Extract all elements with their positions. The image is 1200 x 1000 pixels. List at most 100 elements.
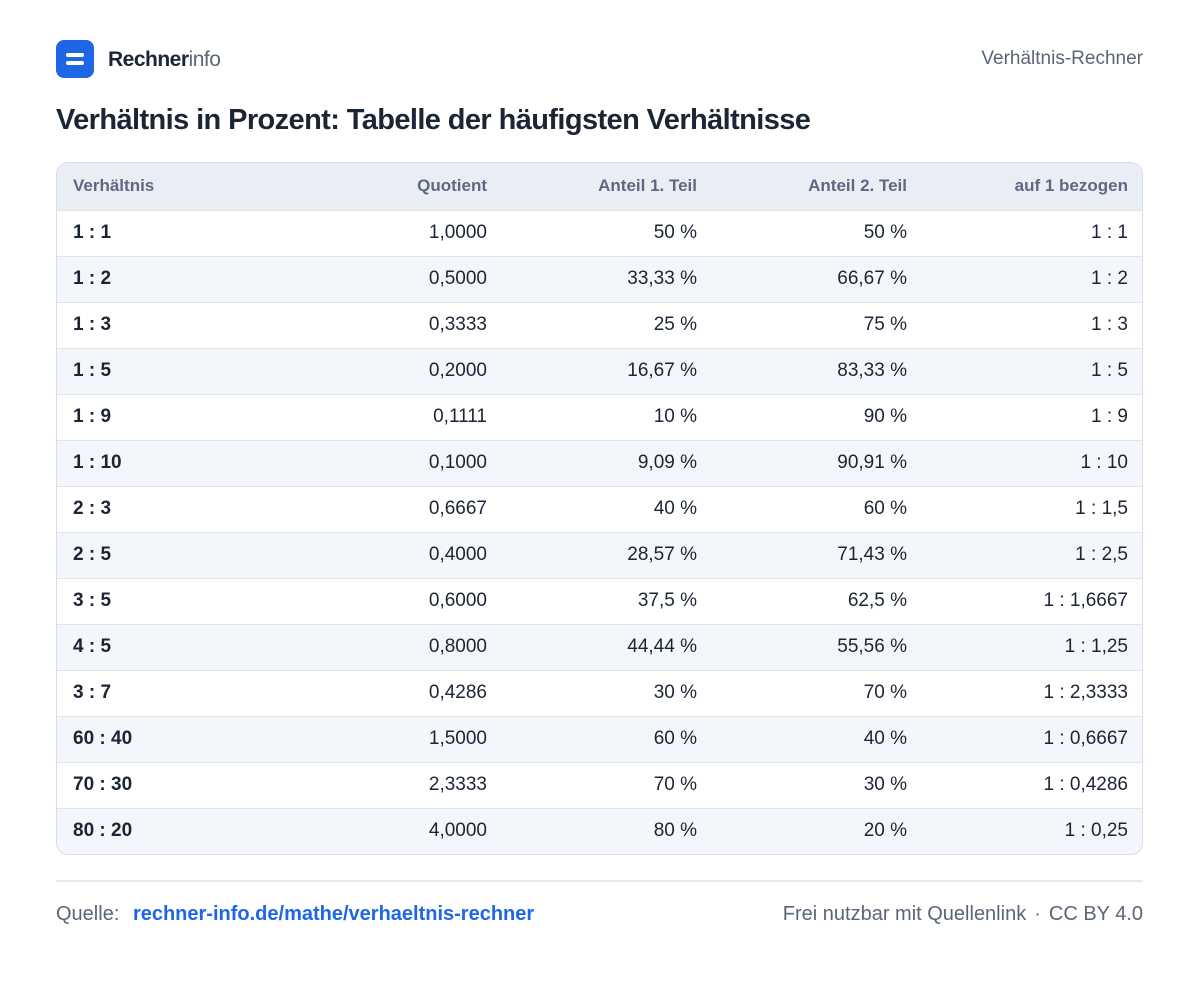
table-row: 2 : 3 0,6667 40 % 60 % 1 : 1,5 — [57, 486, 1142, 532]
cell-share-part-2: 62,5 % — [847, 590, 907, 611]
cell-share-part-1: 44,44 % — [627, 636, 697, 657]
header: Rechnerinfo Verhältnis-Rechner — [56, 40, 1143, 78]
cell-ratio: 80 : 20 — [73, 820, 133, 842]
cell-share-part-1: 28,57 % — [627, 544, 697, 565]
column-header-share-part-2: Anteil 2. Teil — [808, 176, 907, 196]
cell-share-part-1: 50 % — [653, 222, 697, 243]
cell-quotient: 0,1000 — [428, 452, 487, 473]
cell-ratio: 1 : 1 — [73, 222, 112, 243]
source-link[interactable]: rechner-info.de/mathe/verhaeltnis-rechne… — [132, 903, 535, 925]
logo-icon — [56, 40, 94, 78]
table-row: 1 : 3 0,3333 25 % 75 % 1 : 3 — [57, 302, 1142, 348]
table-row: 80 : 20 4,0000 80 % 20 % 1 : 0,25 — [57, 808, 1142, 854]
cell-normalized: 1 : 3 — [1091, 314, 1128, 335]
cell-share-part-1: 16,67 % — [627, 360, 697, 381]
cell-quotient: 4,0000 — [428, 820, 487, 842]
cell-ratio: 4 : 5 — [73, 636, 112, 657]
cell-normalized: 1 : 5 — [1091, 360, 1128, 381]
table-row: 60 : 40 1,5000 60 % 40 % 1 : 0,6667 — [57, 716, 1142, 762]
cell-share-part-1: 40 % — [653, 498, 697, 519]
cell-normalized: 1 : 2 — [1091, 268, 1128, 289]
cell-share-part-1: 33,33 % — [627, 268, 697, 289]
page-title: Verhältnis in Prozent: Tabelle der häufi… — [56, 104, 811, 136]
cell-quotient: 0,2000 — [428, 360, 487, 381]
table-header-row: Verhältnis Quotient Anteil 1. Teil Antei… — [57, 163, 1142, 210]
table-row: 3 : 5 0,6000 37,5 % 62,5 % 1 : 1,6667 — [57, 578, 1142, 624]
table-row: 1 : 1 1,0000 50 % 50 % 1 : 1 — [57, 210, 1142, 256]
cell-share-part-2: 83,33 % — [837, 360, 907, 381]
cell-ratio: 2 : 3 — [73, 498, 112, 519]
cell-quotient: 0,5000 — [428, 268, 487, 289]
table-row: 4 : 5 0,8000 44,44 % 55,56 % 1 : 1,25 — [57, 624, 1142, 670]
license-text: Frei nutzbar mit Quellenlink — [782, 903, 1027, 925]
cell-share-part-2: 20 % — [863, 820, 907, 842]
cell-quotient: 0,4286 — [428, 682, 487, 703]
cell-ratio: 1 : 3 — [73, 314, 112, 335]
table-row: 1 : 9 0,1111 10 % 90 % 1 : 9 — [57, 394, 1142, 440]
cell-ratio: 1 : 5 — [73, 360, 112, 381]
cell-quotient: 0,6000 — [428, 590, 487, 611]
brand[interactable]: Rechnerinfo — [56, 40, 221, 78]
footer-license: Frei nutzbar mit Quellenlink · CC BY 4.0 — [783, 903, 1143, 926]
column-header-share-part-1: Anteil 1. Teil — [598, 176, 697, 196]
column-header-normalized: auf 1 bezogen — [1014, 176, 1128, 196]
header-calculator-label: Verhältnis-Rechner — [981, 48, 1143, 69]
cell-quotient: 0,4000 — [428, 544, 487, 565]
cell-share-part-1: 30 % — [653, 682, 697, 703]
cell-share-part-2: 90 % — [863, 406, 907, 427]
footer: Quelle: rechner-info.de/mathe/verhaeltni… — [56, 903, 1143, 926]
cell-normalized: 1 : 1 — [1091, 222, 1128, 243]
table-body: 1 : 1 1,0000 50 % 50 % 1 : 1 1 : 2 0,5000 33,33… — [57, 210, 1142, 854]
cell-normalized: 1 : 1,6667 — [1043, 590, 1128, 611]
cell-normalized: 1 : 2,3333 — [1043, 682, 1128, 703]
cell-ratio: 3 : 7 — [73, 682, 112, 703]
cell-share-part-1: 10 % — [653, 406, 697, 427]
cell-share-part-2: 50 % — [863, 222, 907, 243]
cell-ratio: 1 : 2 — [73, 268, 112, 289]
cell-normalized: 1 : 1,25 — [1064, 636, 1128, 657]
table-row: 2 : 5 0,4000 28,57 % 71,43 % 1 : 2,5 — [57, 532, 1142, 578]
source-label: Quelle: — [56, 903, 120, 925]
cell-ratio: 3 : 5 — [73, 590, 112, 611]
cell-share-part-2: 30 % — [863, 774, 907, 795]
cell-ratio: 1 : 10 — [73, 452, 122, 473]
cell-quotient: 2,3333 — [428, 774, 487, 795]
ratio-table: Verhältnis Quotient Anteil 1. Teil Antei… — [56, 162, 1143, 855]
cell-share-part-2: 90,91 % — [837, 452, 907, 473]
footer-source: Quelle: rechner-info.de/mathe/verhaeltni… — [56, 903, 534, 926]
cell-normalized: 1 : 0,25 — [1064, 820, 1128, 842]
cell-quotient: 0,1111 — [433, 406, 487, 427]
brand-name-light: info — [188, 47, 221, 71]
license-code: CC BY 4.0 — [1048, 903, 1143, 925]
table-row: 3 : 7 0,4286 30 % 70 % 1 : 2,3333 — [57, 670, 1142, 716]
cell-share-part-2: 71,43 % — [837, 544, 907, 565]
cell-share-part-2: 75 % — [863, 314, 907, 335]
brand-name-strong: Rechner — [108, 47, 189, 71]
cell-ratio: 1 : 9 — [73, 406, 112, 427]
table-row: 1 : 5 0,2000 16,67 % 83,33 % 1 : 5 — [57, 348, 1142, 394]
cell-share-part-1: 80 % — [653, 820, 697, 842]
cell-ratio: 60 : 40 — [73, 728, 133, 749]
cell-quotient: 0,8000 — [428, 636, 487, 657]
table-header: Verhältnis Quotient Anteil 1. Teil Antei… — [57, 163, 1142, 210]
brand-name: Rechnerinfo — [108, 47, 221, 71]
cell-share-part-1: 70 % — [653, 774, 697, 795]
cell-quotient: 0,3333 — [428, 314, 487, 335]
cell-ratio: 2 : 5 — [73, 544, 112, 565]
footer-divider — [56, 880, 1143, 882]
table-row: 1 : 10 0,1000 9,09 % 90,91 % 1 : 10 — [57, 440, 1142, 486]
cell-share-part-2: 70 % — [863, 682, 907, 703]
cell-normalized: 1 : 9 — [1091, 406, 1128, 427]
cell-normalized: 1 : 10 — [1080, 452, 1128, 473]
cell-normalized: 1 : 2,5 — [1075, 544, 1128, 565]
cell-share-part-2: 40 % — [863, 728, 907, 749]
cell-share-part-2: 55,56 % — [837, 636, 907, 657]
cell-normalized: 1 : 1,5 — [1075, 498, 1128, 519]
cell-quotient: 0,6667 — [428, 498, 487, 519]
cell-quotient: 1,5000 — [428, 728, 487, 749]
cell-share-part-1: 9,09 % — [637, 452, 697, 473]
cell-normalized: 1 : 0,4286 — [1043, 774, 1128, 795]
table-row: 1 : 2 0,5000 33,33 % 66,67 % 1 : 2 — [57, 256, 1142, 302]
cell-share-part-1: 25 % — [653, 314, 697, 335]
